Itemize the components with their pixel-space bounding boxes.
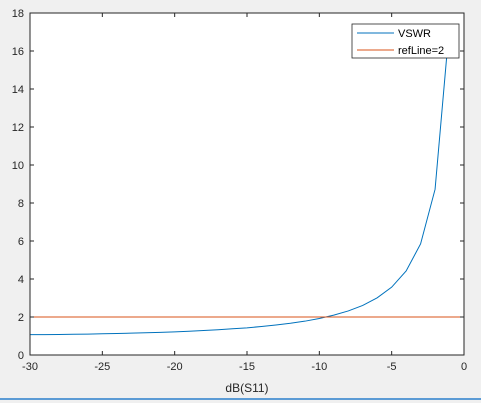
series-layer	[30, 24, 464, 336]
legend-label-vswr: VSWR	[398, 28, 431, 40]
y-tick-label: 10	[12, 160, 24, 172]
y-tick-label: 4	[18, 274, 24, 286]
y-tick-label: 8	[18, 198, 24, 210]
legend-label-refline: refLine=2	[398, 45, 444, 57]
legend-box	[351, 23, 460, 59]
x-tick-label: -25	[94, 361, 110, 373]
window-bottom-border	[0, 398, 481, 400]
ticks-layer: -30 -25 -20 -15 -10 -5 0 0 2 4 6 8 10 12 14 16 18	[12, 8, 467, 373]
y-tick-label: 0	[18, 350, 24, 362]
x-tick-label: -20	[167, 361, 183, 373]
y-tick-label: 2	[18, 312, 24, 324]
y-tick-label: 6	[18, 236, 24, 248]
x-axis-label: dB(S11)	[225, 381, 268, 395]
y-tick-label: 16	[12, 46, 24, 58]
x-tick-label: 0	[461, 361, 467, 373]
x-tick-label: -15	[239, 361, 255, 373]
y-tick-label: 18	[12, 8, 24, 20]
x-tick-label: -30	[22, 361, 38, 373]
axes-background	[30, 13, 464, 355]
legend[interactable]: VSWR refLine=2	[351, 23, 460, 59]
x-tick-label: -5	[387, 361, 397, 373]
x-tick-label: -10	[311, 361, 327, 373]
y-tick-label: 14	[12, 84, 24, 96]
y-tick-label: 12	[12, 122, 24, 134]
series-line-vswr	[30, 24, 451, 336]
